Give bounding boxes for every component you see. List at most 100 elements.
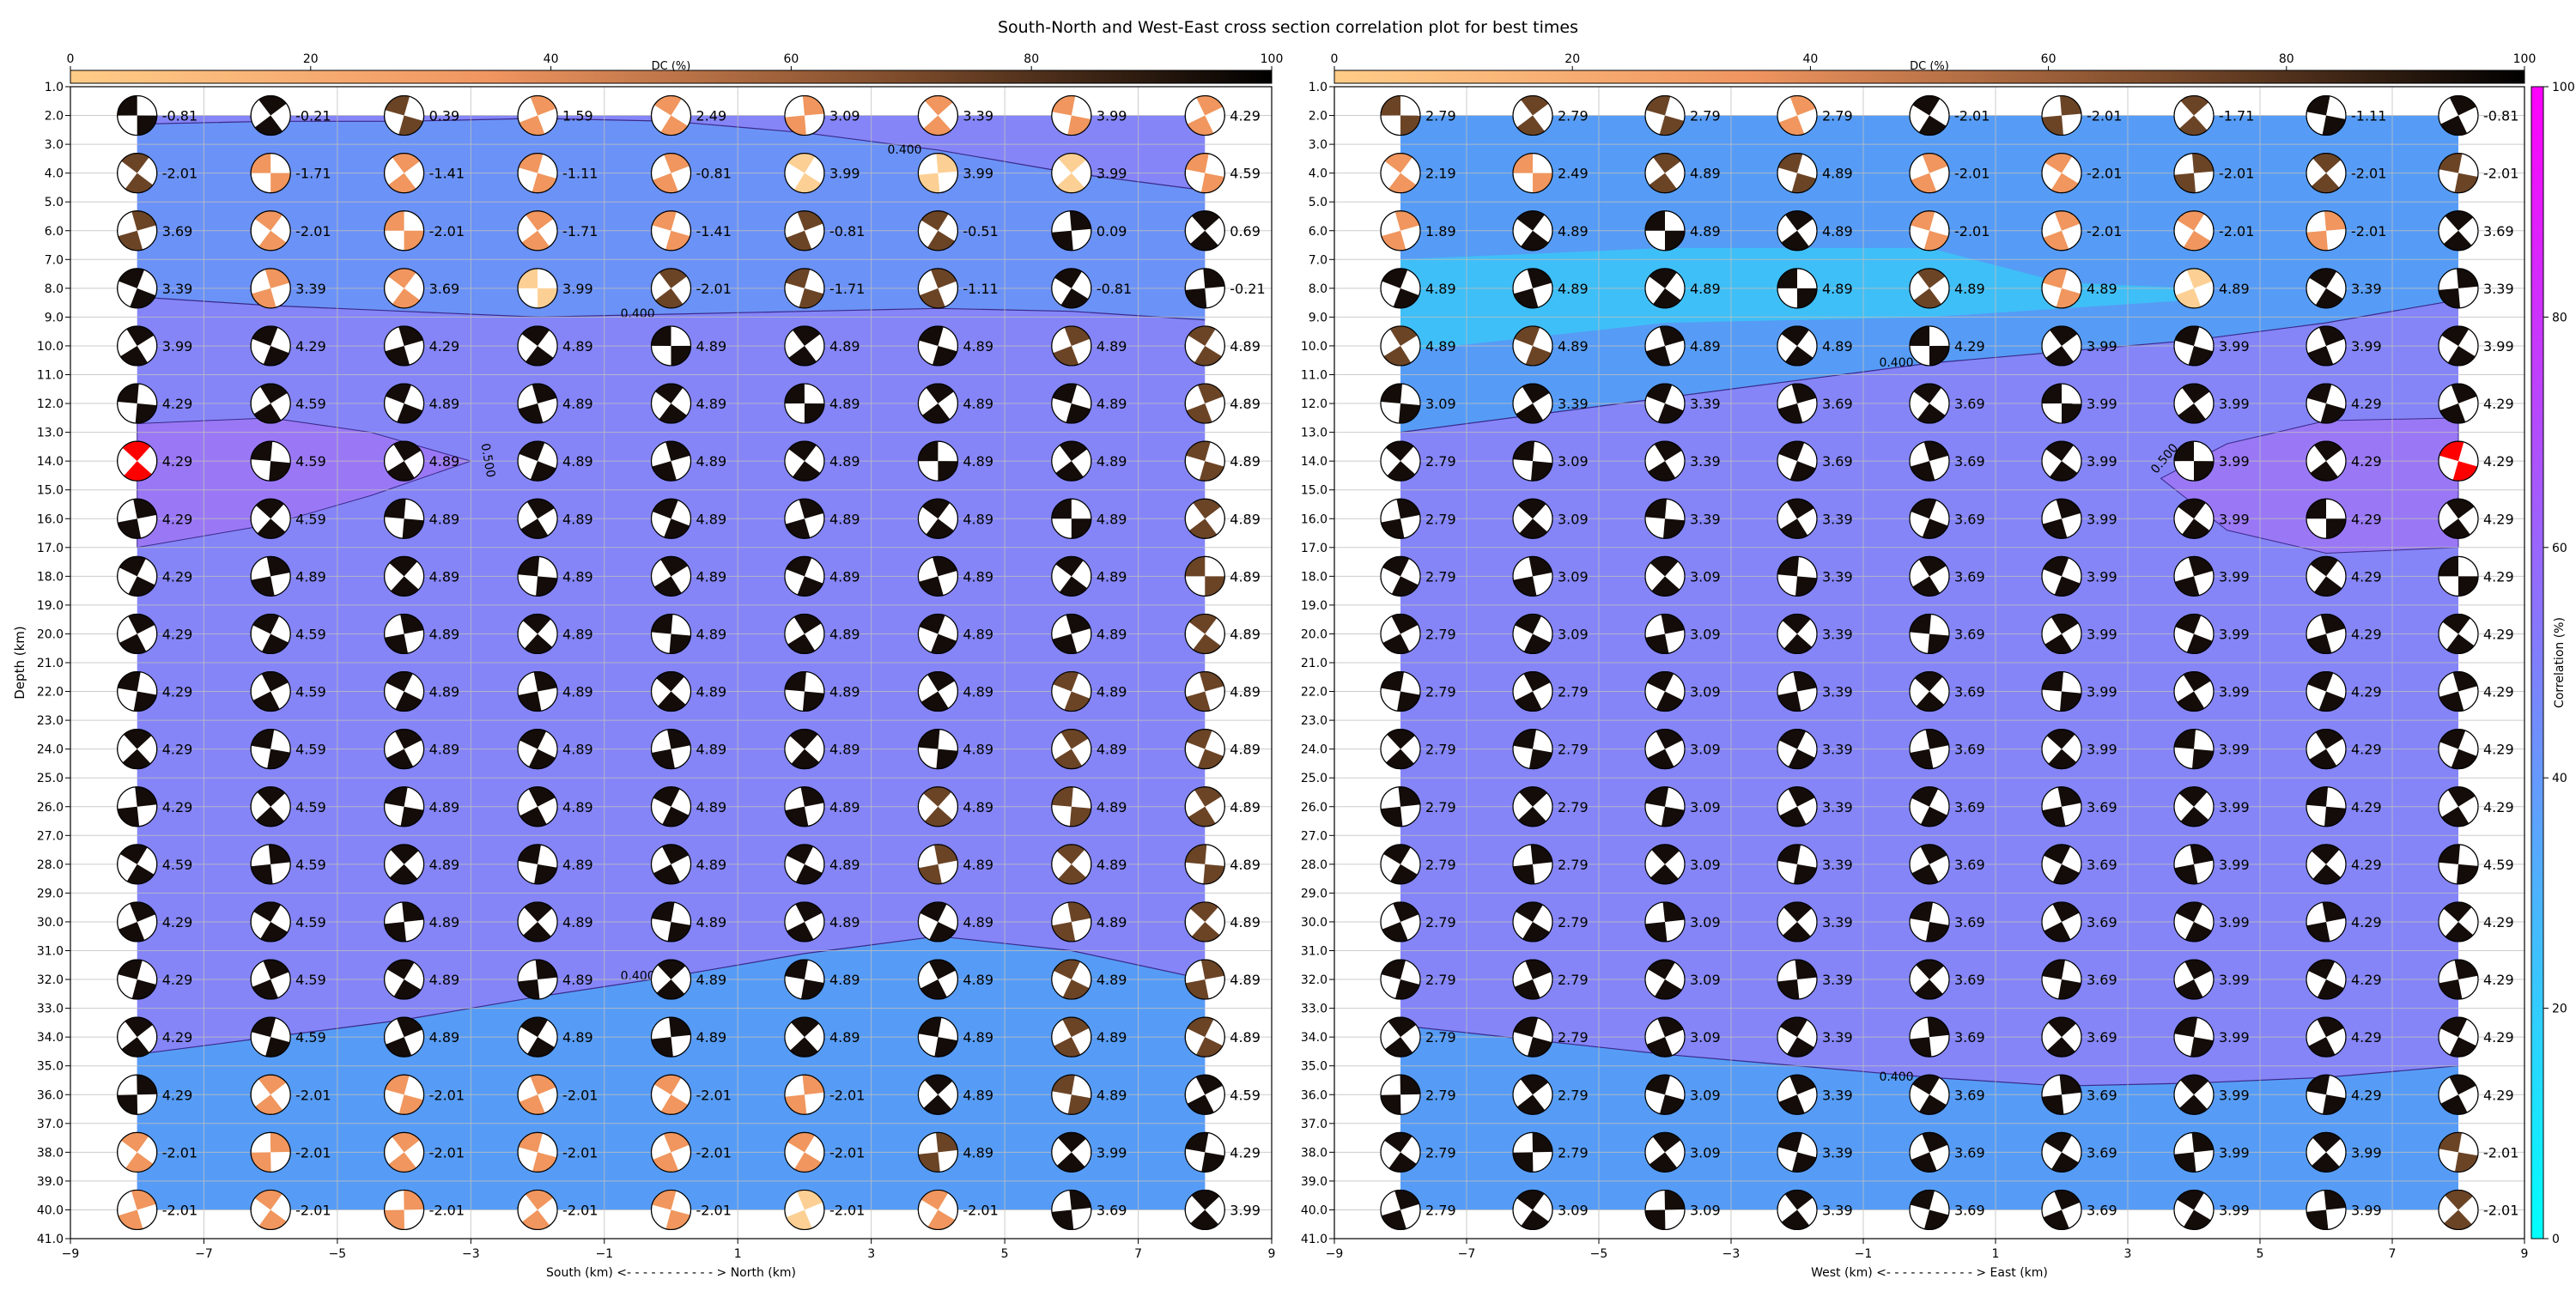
beachball-quadrant [1387, 729, 1415, 749]
beachball-quadrant [804, 403, 824, 424]
cell-value: 4.29 [2351, 857, 2382, 873]
beachball: 3.69 [1909, 901, 1985, 942]
beachball: 4.89 [1777, 325, 1853, 367]
beachball-rim [1051, 153, 1092, 194]
beachball-rim [1777, 268, 1818, 309]
beachball-quadrant [1910, 901, 1933, 922]
beachball-quadrant [664, 153, 690, 173]
beachball-quadrant [387, 461, 415, 482]
beachball-quadrant [1795, 960, 1817, 980]
beachball-quadrant [1528, 556, 1552, 577]
cell-value: 3.39 [2351, 281, 2382, 297]
cell-value: 4.59 [295, 511, 326, 527]
cell-value: 3.69 [1097, 1202, 1127, 1218]
beachball-quadrant [533, 671, 557, 692]
beachball-quadrant [931, 268, 957, 288]
beachball-quadrant [258, 95, 287, 116]
cell-value: 4.29 [2351, 684, 2382, 700]
cell-value: 4.29 [2351, 742, 2382, 758]
cell-value: 0.69 [1230, 223, 1261, 239]
beachball-rim [784, 1016, 825, 1058]
cell-value: -0.81 [162, 108, 197, 124]
beachball-quadrant [2441, 806, 2470, 827]
beachball-quadrant [925, 806, 953, 827]
cell-value: 3.39 [1822, 1029, 1853, 1046]
beachball: -2.01 [117, 1131, 197, 1173]
beachball-quadrant [1663, 518, 1685, 539]
cell-value: -2.01 [1954, 223, 1990, 239]
beachball-quadrant [117, 95, 137, 116]
beachball-rim [2041, 1189, 2082, 1231]
beachball-rim [1644, 729, 1686, 770]
beachball-quadrant [2174, 729, 2196, 749]
beachball-rim [1777, 901, 1818, 942]
beachball-quadrant [1058, 153, 1086, 173]
cell-value: 4.89 [696, 568, 727, 585]
beachball-rim [2041, 153, 2082, 194]
beachball-quadrant [660, 1094, 689, 1115]
beachball-quadrant [2439, 1132, 2462, 1153]
beachball-quadrant [791, 749, 819, 769]
y-tick-label: 8.0 [45, 282, 64, 296]
y-tick-label: 27.0 [1301, 829, 1327, 843]
beachball-rim [1380, 325, 1421, 367]
cell-value: 4.89 [1558, 223, 1589, 239]
beachball-quadrant [1516, 403, 1544, 424]
beachball-rim [250, 1189, 291, 1231]
beachball-rim [917, 1016, 958, 1058]
beachball-rim [1051, 613, 1092, 655]
beachball-rim [784, 383, 825, 424]
beachball: 4.29 [2306, 844, 2382, 885]
beachball: -1.11 [917, 268, 999, 309]
beachball-quadrant [1191, 921, 1220, 942]
y-tick-label: 2.0 [1309, 110, 1327, 124]
beachball: 4.89 [784, 844, 860, 885]
beachball-rim [917, 1074, 958, 1115]
beachball-rim [2173, 786, 2215, 827]
beachball-quadrant [270, 173, 291, 193]
beachball: 3.39 [2438, 268, 2514, 309]
beachball-quadrant [1064, 691, 1091, 712]
beachball: 4.59 [117, 844, 192, 885]
y-tick-label: 6.0 [45, 225, 64, 239]
beachball-quadrant [918, 1017, 942, 1038]
cell-value: 3.09 [1690, 1144, 1721, 1161]
beachball-quadrant [2043, 230, 2069, 251]
beachball-rim [1909, 1131, 1950, 1173]
beachball-quadrant [1523, 633, 1551, 654]
beachball: 4.89 [1644, 153, 1721, 194]
beachball: 3.39 [1777, 1131, 1853, 1173]
beachball: 3.99 [784, 153, 860, 194]
beachball-quadrant [1789, 1075, 1816, 1095]
beachball-quadrant [404, 1190, 424, 1210]
beachball-quadrant [2174, 1152, 2196, 1173]
beachball: 3.99 [2041, 670, 2117, 712]
beachball: -2.01 [2306, 153, 2386, 194]
cell-value: 4.29 [2351, 799, 2382, 815]
beachball-rim [2438, 670, 2479, 712]
beachball: -2.01 [250, 210, 331, 252]
cell-value: 4.89 [963, 1144, 993, 1161]
beachball: 4.89 [1051, 1016, 1127, 1058]
beachball-rim [2438, 1074, 2479, 1115]
beachball-quadrant [118, 268, 144, 288]
beachball-rim [384, 901, 425, 942]
beachball: 2.79 [1512, 786, 1589, 827]
cell-value: 3.69 [1954, 626, 1985, 642]
cell-value: 3.99 [2219, 914, 2250, 930]
beachball-quadrant [1513, 576, 1537, 597]
beachball: -1.41 [384, 153, 465, 194]
beachball: 4.89 [917, 1131, 993, 1173]
beachball-quadrant [1203, 864, 1225, 884]
beachball-quadrant [2060, 691, 2081, 712]
cell-value: 4.89 [429, 799, 460, 815]
beachball: 2.79 [1380, 844, 1456, 885]
y-tick-label: 24.0 [1301, 743, 1327, 757]
y-tick-label: 32.0 [37, 973, 64, 987]
beachball: 3.69 [2041, 1074, 2117, 1115]
cell-value: 4.89 [963, 799, 993, 815]
beachball-quadrant [1185, 1132, 1209, 1153]
beachball-quadrant [1532, 1132, 1552, 1153]
beachball: 4.89 [250, 555, 326, 597]
beachball-quadrant [1655, 979, 1682, 1000]
